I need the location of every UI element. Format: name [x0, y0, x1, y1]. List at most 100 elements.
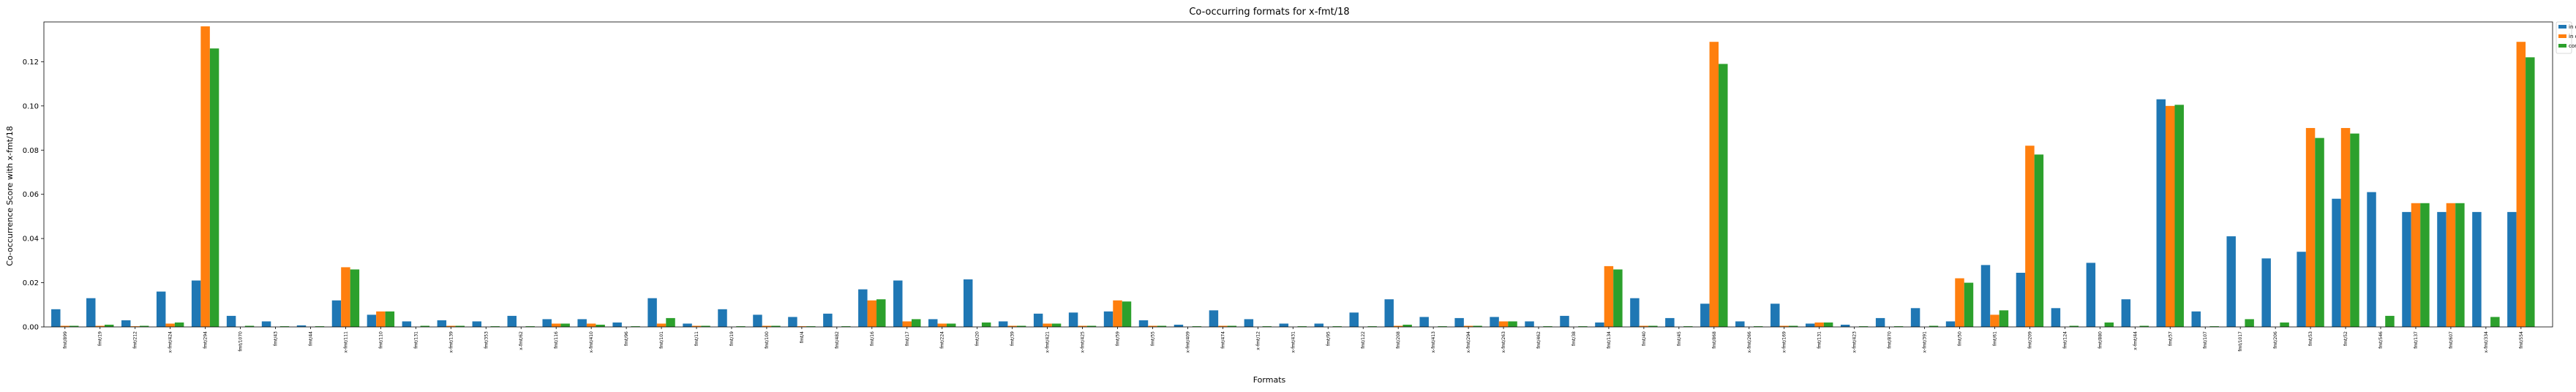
bar-0-66 [2367, 192, 2376, 327]
y-axis: 0.00 0.02 0.04 0.06 0.08 0.10 0.12 [23, 59, 44, 332]
bar-0-9 [367, 314, 377, 327]
bar-2-43 [1578, 326, 1588, 327]
bar-2-66 [2385, 315, 2395, 327]
bar-2-17 [666, 317, 675, 327]
bar-1-41 [1498, 321, 1509, 327]
bar-0-39 [1419, 317, 1429, 327]
bar-0-69 [2472, 211, 2482, 327]
bar-0-30 [1103, 311, 1114, 327]
bar-0-8 [331, 300, 342, 327]
bar-0-70 [2507, 211, 2517, 327]
ytick-label: 0.12 [23, 59, 39, 67]
bar-0-21 [788, 317, 797, 327]
xtick-label: fmt/294 [203, 331, 209, 349]
bar-2-40 [1473, 325, 1482, 327]
bar-0-1 [86, 298, 96, 327]
bar-2-3 [174, 322, 184, 327]
bar-2-15 [596, 324, 605, 327]
xtick-label: fmt/100 [765, 331, 770, 349]
xtick-label: fmt/101 [659, 331, 664, 349]
bar-1-33 [1218, 325, 1228, 327]
bar-2-21 [806, 326, 816, 327]
xtick-label: x-fmt/421 [1045, 331, 1051, 353]
xtick-label: x-fmt/410 [589, 331, 594, 353]
bar-1-8 [341, 267, 350, 327]
bar-1-3 [165, 323, 175, 327]
xtick-label: x-fmt/294 [1466, 331, 1471, 353]
bar-1-29 [1078, 325, 1087, 327]
bar-2-51 [1858, 326, 1869, 327]
x-axis: fmt/899 fmt/19 fmt/212 x-fmt/424 fmt/294 fmt/… [63, 327, 2524, 353]
bar-0-40 [1454, 317, 1464, 327]
xtick-label: fmt/107 [2203, 331, 2208, 349]
bar-1-21 [797, 326, 807, 327]
legend: in data-objects in directories combined [2556, 21, 2576, 54]
bar-0-54 [1945, 321, 1956, 327]
xtick-label: fmt/50 [1958, 331, 1963, 346]
bar-2-7 [315, 326, 325, 327]
bar-2-28 [1051, 323, 1062, 327]
bar-0-41 [1490, 317, 1499, 327]
bar-0-20 [753, 314, 762, 327]
bar-2-2 [139, 325, 149, 327]
bar-1-14 [551, 323, 561, 327]
bar-0-2 [121, 320, 131, 327]
bar-0-19 [718, 309, 727, 327]
bar-1-4 [200, 26, 210, 327]
xtick-label: fmt/137 [2414, 331, 2419, 349]
bar-2-0 [70, 325, 79, 327]
bar-2-25 [946, 323, 956, 327]
bar-2-62 [2245, 319, 2254, 327]
bar-2-20 [771, 325, 781, 327]
y-axis-label: Co-occurrence Score with x-fmt/18 [5, 126, 15, 265]
bar-2-35 [1297, 326, 1307, 327]
bar-0-46 [1665, 317, 1675, 327]
legend-swatch [2558, 34, 2566, 38]
bar-0-7 [296, 325, 307, 327]
bar-2-54 [1964, 282, 1974, 327]
xtick-label: x-fmt/334 [2484, 331, 2489, 353]
xtick-label: x-fmt/423 [1852, 331, 1858, 353]
ytick-label: 0.02 [23, 279, 39, 287]
xtick-label: fmt/43 [274, 331, 279, 346]
bar-1-70 [2516, 42, 2526, 327]
xtick-label: fmt/44 [308, 331, 313, 346]
bar-2-24 [912, 319, 921, 327]
xtick-label: fmt/95 [1326, 331, 1331, 346]
bar-2-56 [2034, 154, 2044, 327]
bar-2-23 [876, 299, 886, 327]
xtick-label: fmt/4 [800, 331, 805, 343]
bar-1-65 [2340, 128, 2351, 328]
bar-1-23 [867, 300, 877, 327]
xtick-label: x-fmt/424 [168, 331, 173, 353]
bar-2-19 [736, 326, 746, 327]
bar-1-9 [376, 311, 386, 327]
bar-1-55 [1990, 314, 1999, 327]
xtick-label: fmt/55 [1150, 331, 1155, 346]
xtick-label: fmt/116 [554, 331, 559, 349]
xtick-label: fmt/1070 [239, 331, 244, 352]
bar-2-26 [981, 322, 991, 327]
xtick-label: fmt/53 [2308, 331, 2313, 346]
bar-2-55 [1999, 310, 2009, 327]
bars-group [51, 26, 2535, 328]
bar-0-31 [1138, 320, 1149, 327]
bar-2-53 [1929, 325, 1939, 327]
bar-0-22 [823, 313, 833, 327]
bar-0-44 [1595, 322, 1604, 327]
bar-1-30 [1113, 300, 1122, 327]
bar-0-0 [51, 309, 61, 327]
bar-1-44 [1604, 265, 1614, 327]
bar-0-29 [1068, 312, 1078, 327]
bar-1-54 [1955, 278, 1964, 327]
bar-1-24 [902, 321, 912, 327]
ytick-label: 0.08 [23, 147, 39, 155]
bar-2-44 [1613, 269, 1623, 327]
bar-1-45 [1639, 325, 1649, 327]
bar-0-26 [963, 279, 973, 327]
bar-2-9 [385, 311, 395, 327]
legend-label: in directories [2569, 34, 2576, 39]
bar-0-57 [2051, 308, 2061, 327]
bar-0-17 [647, 298, 657, 327]
bar-0-48 [1735, 321, 1745, 327]
